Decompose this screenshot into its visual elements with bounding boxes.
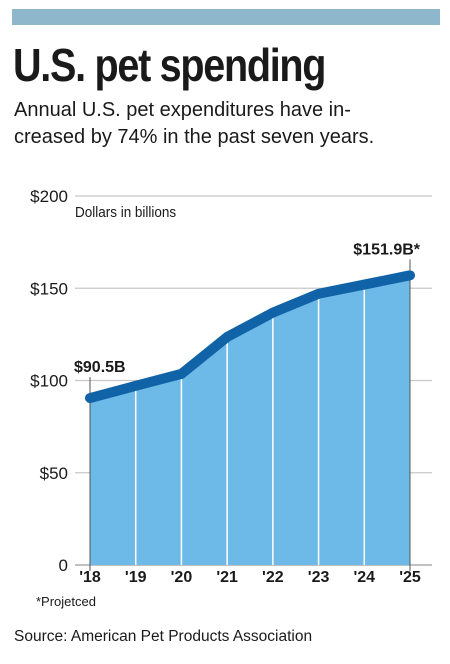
y-tick-label: $100 — [30, 372, 68, 391]
source-note: Source: American Pet Products Associatio… — [14, 628, 313, 645]
x-tick-label: '24 — [353, 569, 375, 586]
footnote: *Projetced — [36, 594, 96, 609]
header-accent-bar — [12, 9, 440, 25]
x-tick-label: '21 — [216, 569, 238, 586]
chart-title: U.S. pet spending — [13, 39, 326, 91]
line-series — [85, 270, 415, 404]
x-axis-tick-labels: '18 '19 '20 '21 '22 '23 '24 '25 — [79, 569, 421, 586]
x-tick-label: '19 — [125, 569, 147, 586]
y-tick-label: 0 — [59, 556, 68, 575]
annotation-start-value: $90.5B — [74, 359, 126, 376]
y-tick-label: $50 — [40, 464, 68, 483]
x-tick-label: '25 — [399, 569, 421, 586]
area-series — [90, 275, 410, 565]
x-tick-label: '20 — [171, 569, 193, 586]
y-axis-label: Dollars in billions — [75, 204, 176, 221]
x-tick-label: '23 — [308, 569, 330, 586]
data-annotations: $90.5B $151.9B* — [74, 241, 421, 394]
area-fill — [90, 275, 410, 565]
y-axis-tick-labels: 0 $50 $100 $150 $200 — [30, 187, 68, 575]
annotation-end-value: $151.9B* — [353, 241, 420, 258]
x-tick-label: '22 — [262, 569, 284, 586]
series-line — [85, 270, 415, 404]
y-tick-label: $150 — [30, 279, 68, 298]
x-tick-label: '18 — [79, 569, 101, 586]
x-gridlines — [89, 275, 411, 571]
chart-subtitle: Annual U.S. pet expenditures have in- cr… — [14, 97, 439, 151]
y-tick-label: $200 — [30, 187, 68, 206]
subtitle-line-2: creased by 74% in the past seven years. — [14, 126, 375, 148]
subtitle-line-1: Annual U.S. pet expenditures have in- — [14, 99, 351, 121]
